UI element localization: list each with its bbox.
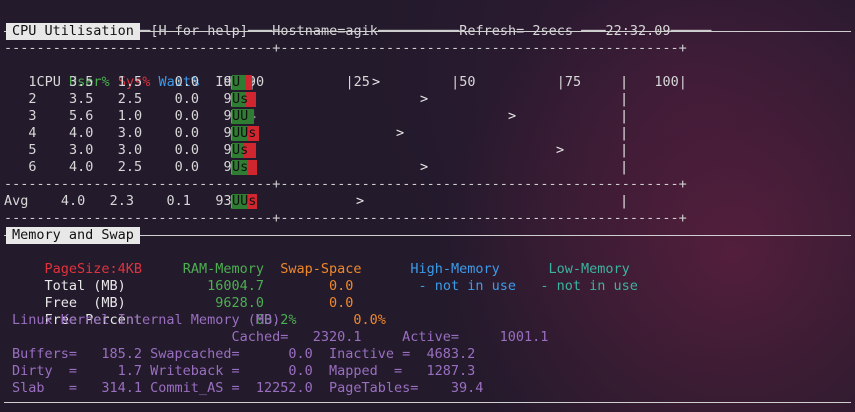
cpu-values: 3 5.6 1.0 0.0 93.4 [4, 108, 256, 124]
cpu-top-border [4, 31, 851, 32]
kernel-memory-row: Cached= 2320.1 Active= 1001.1 [12, 329, 549, 345]
cpu-sys-bar [245, 75, 252, 90]
graph-right-edge: | [620, 91, 629, 107]
cpu-sys-bar [247, 160, 258, 175]
memory-total-row: Total (MB) 16004.7 0.0 - not in use - no… [12, 261, 638, 294]
cpu-bar-glyph: UUs [232, 193, 257, 209]
col-cpu: CPU [36, 74, 61, 90]
cpu-row: 4 4.0 3.0 0.0 92.9|UUs|> [4, 125, 628, 142]
kernel-memory-title: Linux Kernel Internal Memory (MB) [12, 312, 281, 328]
cpu-sys-bar [245, 92, 256, 107]
total-high: - not in use [418, 278, 516, 294]
total-low: - not in use [540, 278, 638, 294]
cpu-values: 6 4.0 2.5 0.0 93.6 [4, 159, 256, 175]
scale-100: 100| [654, 74, 687, 90]
graph-right-edge: | [620, 108, 629, 124]
cpu-bar-glyph: UUs [232, 125, 257, 141]
memory-header-row: PageSize:4KB RAM-Memory Swap-Space High-… [12, 244, 630, 277]
pagesize-label: PageSize:4KB [44, 261, 143, 277]
free-percent-swap: 0.0% [353, 312, 386, 328]
free-percent-label: Free Percent [44, 312, 143, 328]
scale-50: |50 [451, 74, 476, 90]
cpu-values: 5 3.0 3.0 0.0 94.0 [4, 142, 256, 158]
cpu-values: 2 3.5 2.5 0.0 94.0 [4, 91, 256, 107]
cpu-section-title: CPU Utilisation [6, 23, 140, 40]
ram-header: RAM-Memory [182, 261, 264, 277]
cpu-bar-glyph: UU [232, 108, 249, 124]
cpu-peak-marker: > [356, 193, 365, 209]
free-ram: 9628.0 [215, 295, 264, 311]
memory-top-border [4, 235, 851, 236]
free-swap: 0.0 [329, 295, 354, 311]
cpu-sys-bar [243, 143, 256, 158]
kernel-memory-row: Dirty = 1.7 Writeback = 0.0 Mapped = 128… [12, 363, 476, 379]
cpu-column-header: CPU User% Sys% Wait% Idle|0 |25 |50 |75 … [4, 57, 687, 90]
cpu-table-top-rule: ---------------------------------+------… [4, 40, 687, 56]
col-user: User% [69, 74, 110, 90]
cpu-user-bar [232, 126, 248, 141]
free-percent-ram: 60.2% [255, 312, 297, 328]
cpu-bar-glyph: U [232, 74, 241, 90]
kernel-memory-row: Buffers= 185.2 Swapcached= 0.0 Inactive … [12, 346, 476, 362]
cpu-user-bar [232, 109, 254, 124]
scale-75: |75 [556, 74, 582, 90]
memory-free-row: Free (MB) 9628.0 0.0 [12, 278, 354, 311]
cpu-user-bar [232, 92, 246, 107]
cpu-peak-marker: > [420, 159, 429, 175]
graph-right-edge: | [620, 142, 629, 158]
graph-right-edge: | [620, 159, 629, 175]
cpu-avg-row: Avg 4.0 2.3 0.1 93.6|UUs|> [4, 193, 628, 210]
cpu-values: Avg 4.0 2.3 0.1 93.6 [4, 193, 248, 209]
low-memory-header: Low-Memory [548, 261, 630, 277]
total-swap: 0.0 [329, 278, 354, 294]
cpu-row: 3 5.6 1.0 0.0 93.4|UU|> [4, 108, 628, 125]
cpu-peak-marker: > [420, 91, 429, 107]
cpu-values: 4 4.0 3.0 0.0 92.9 [4, 125, 256, 141]
cpu-peak-marker: > [508, 108, 517, 124]
cpu-user-bar [232, 75, 246, 90]
cpu-table-mid-rule: ---------------------------------+------… [4, 176, 687, 192]
bottom-border [4, 402, 851, 403]
nmon-header: nmon-16k──────[H for help]───Hostname=ag… [4, 6, 712, 39]
cpu-sys-bar [247, 126, 260, 141]
high-memory-header: High-Memory [410, 261, 500, 277]
cpu-row: 2 3.5 2.5 0.0 94.0|Us|> [4, 91, 628, 108]
cpu-sys-bar [247, 194, 257, 209]
cpu-table-bottom-rule: ---------------------------------+------… [4, 210, 687, 226]
col-sys: Sys% [117, 74, 151, 90]
cpu-user-bar [232, 143, 244, 158]
cpu-peak-marker: > [556, 142, 565, 158]
graph-right-edge: | [620, 74, 629, 90]
memory-section-title: Memory and Swap [6, 227, 140, 244]
kernel-memory-row: Slab = 314.1 Commit_AS = 12252.0 PageTab… [12, 380, 484, 396]
total-label: Total (MB) [44, 278, 126, 294]
cpu-bar-glyph: Us [232, 142, 249, 158]
cpu-row: 1 3.5 1.5 0.0 94.9|U|> [4, 74, 628, 91]
cpu-row: 5 3.0 3.0 0.0 94.0|Us|> [4, 142, 628, 159]
cpu-user-bar [232, 194, 248, 209]
col-wait: Wait% [158, 74, 200, 90]
cpu-peak-marker: > [372, 74, 381, 90]
cpu-peak-marker: > [396, 125, 405, 141]
cpu-values: 1 3.5 1.5 0.0 94.9 [4, 74, 256, 90]
graph-right-edge: | [620, 125, 629, 141]
scale-0: |0 [247, 74, 265, 90]
cpu-row: 6 4.0 2.5 0.0 93.6|Us|> [4, 159, 628, 176]
total-ram: 16004.7 [207, 278, 264, 294]
memory-free-percent-row: Free Percent 60.2% 0.0% [12, 295, 386, 328]
cpu-user-bar [232, 160, 248, 175]
graph-right-edge: | [620, 193, 629, 209]
swap-header: Swap-Space [280, 261, 362, 277]
free-label: Free (MB) [44, 295, 126, 311]
cpu-bar-glyph: Us [232, 159, 249, 175]
cpu-bar-glyph: Us [232, 91, 249, 107]
scale-25: |25 [345, 74, 370, 90]
